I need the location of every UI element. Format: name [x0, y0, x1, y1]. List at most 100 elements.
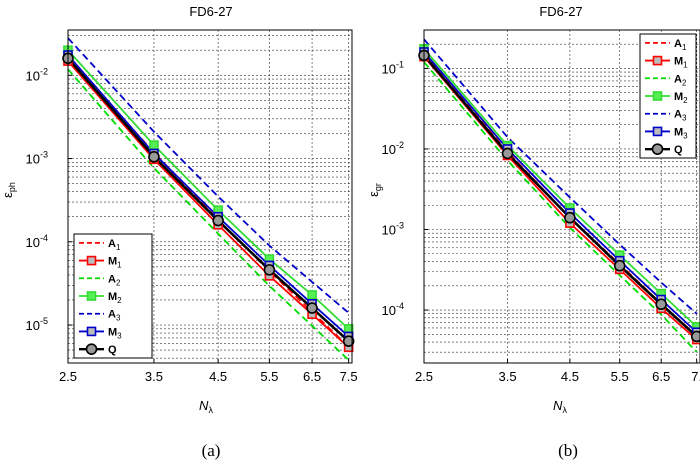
legend-marker-M1	[652, 55, 663, 66]
series-line-Q	[68, 57, 350, 343]
axes-frame	[423, 29, 700, 364]
x-axis-label-main: N	[199, 398, 209, 413]
marker-Q	[655, 298, 667, 311]
chart-title: FD6-27	[539, 4, 582, 19]
legend-label-A2: A2	[674, 73, 687, 87]
legend-label-main: M	[674, 126, 683, 138]
legend-label-main: M	[108, 291, 117, 303]
y-tick-label: 10-4	[26, 233, 48, 250]
y-tick-base: 10	[382, 303, 396, 318]
y-tick-label: 10-2	[382, 140, 404, 157]
y-tick-exp: -5	[40, 316, 48, 326]
series-group	[424, 38, 698, 353]
x-tick-label: 2.5	[59, 369, 77, 384]
legend-label-M1: M1	[108, 256, 122, 270]
legend-label-sub: 2	[117, 296, 122, 305]
x-tick-label: 5.5	[611, 369, 629, 384]
legend-label-sub: 1	[116, 243, 121, 252]
marker-M2	[149, 140, 159, 150]
y-tick-base: 10	[26, 152, 40, 167]
legend-marker-M3	[652, 126, 663, 137]
legend-label-main: M	[674, 91, 683, 103]
legend-label-sub: 3	[683, 131, 688, 140]
marker-Q	[306, 302, 318, 314]
y-axis-label-sub: gr	[373, 183, 383, 191]
marker-Q	[501, 147, 514, 160]
legend-label-sub: 3	[117, 331, 122, 340]
legend-label-main: Q	[674, 144, 683, 156]
legend-label-main: A	[108, 309, 116, 321]
legend-marker-Q	[651, 143, 664, 155]
y-axis-label: εph	[0, 182, 17, 198]
y-axis-label: εgr	[366, 183, 383, 197]
x-tick-label: 3.5	[145, 369, 163, 384]
x-tick-label: 6.5	[303, 369, 321, 384]
legend-label-sub: 1	[682, 43, 687, 52]
y-tick-base: 10	[26, 68, 40, 83]
y-tick-exp: -4	[396, 301, 404, 311]
y-tick-label: 10-2	[26, 66, 48, 83]
legend-label-A2: A2	[108, 273, 121, 287]
legend-label-M2: M2	[108, 291, 122, 305]
legend-label-Q: Q	[108, 344, 117, 356]
y-tick-base: 10	[26, 235, 40, 250]
chart-panel-b: FD6-27 εgr Nλ (b) 2.5 3.5 4.5 5.5 6.5 7. 10 -1 1…	[366, 4, 700, 460]
y-tick-exp: -3	[396, 221, 404, 231]
legend-label-sub: 3	[682, 114, 687, 123]
series-line-A3	[68, 37, 350, 314]
legend-label-main: M	[108, 256, 117, 268]
y-tick-label: 10-5	[26, 316, 48, 333]
marker-Q	[148, 150, 160, 163]
y-axis-label-sub: ph	[7, 182, 17, 192]
series-line-Q	[424, 54, 698, 338]
marker-Q	[613, 259, 626, 272]
legend-label-A3: A3	[108, 309, 121, 323]
x-tick-label: 3.5	[498, 369, 516, 384]
x-tick-label: 7.	[691, 369, 700, 384]
y-tick-base: 10	[382, 223, 396, 238]
y-axis-label-main: ε	[0, 192, 15, 198]
legend-marker-M2	[86, 291, 97, 301]
x-tick-label: 2.5	[415, 369, 433, 384]
x-tick-label: 4.5	[209, 369, 227, 384]
series-line-M3	[424, 51, 698, 333]
legend-label-M3: M3	[108, 326, 122, 340]
legend-label-sub: 1	[683, 61, 688, 70]
marker-M2	[307, 290, 317, 300]
legend-label-A1: A1	[108, 238, 121, 252]
legend-label-M2: M2	[674, 91, 688, 105]
legend-label-M1: M1	[674, 56, 688, 70]
legend-label-main: M	[674, 56, 683, 68]
y-tick-label: 10-4	[382, 301, 404, 318]
y-tick-exp: -4	[40, 233, 48, 243]
x-tick-label: 4.5	[561, 369, 579, 384]
legend-marker-M1	[86, 255, 97, 266]
series-line-M1	[68, 60, 350, 348]
y-tick-exp: -2	[40, 66, 48, 76]
marker-Q	[263, 264, 276, 276]
x-tick-label: 5.5	[260, 369, 278, 384]
legend-label-main: Q	[108, 344, 117, 356]
panel-caption: (b)	[558, 441, 578, 460]
legend-label-main: A	[674, 73, 682, 85]
y-tick-base: 10	[26, 318, 40, 333]
marker-Q	[690, 330, 700, 343]
x-axis-label: Nλ	[553, 398, 567, 415]
y-tick-exp: -2	[396, 140, 404, 150]
y-tick-exp: -1	[396, 59, 404, 69]
legend-label-Q: Q	[674, 144, 683, 156]
legend-label-main: A	[108, 273, 116, 285]
y-tick-label: 10-3	[26, 150, 48, 167]
marker-Q	[212, 214, 224, 227]
y-tick-base: 10	[382, 142, 396, 157]
chart-panel-a: FD6-27 εph Nλ (a) 2.5 3.5 4.5 5.5 6.5 7.510-2…	[0, 4, 358, 460]
legend-label-sub: 2	[116, 278, 121, 287]
legend-label-main: M	[108, 326, 117, 338]
marker-Q	[564, 211, 576, 224]
x-tick-label: 6.5	[652, 369, 670, 384]
legend-label-sub: 2	[683, 96, 688, 105]
legend-label-sub: 2	[682, 78, 687, 87]
x-axis-label: Nλ	[199, 398, 213, 415]
